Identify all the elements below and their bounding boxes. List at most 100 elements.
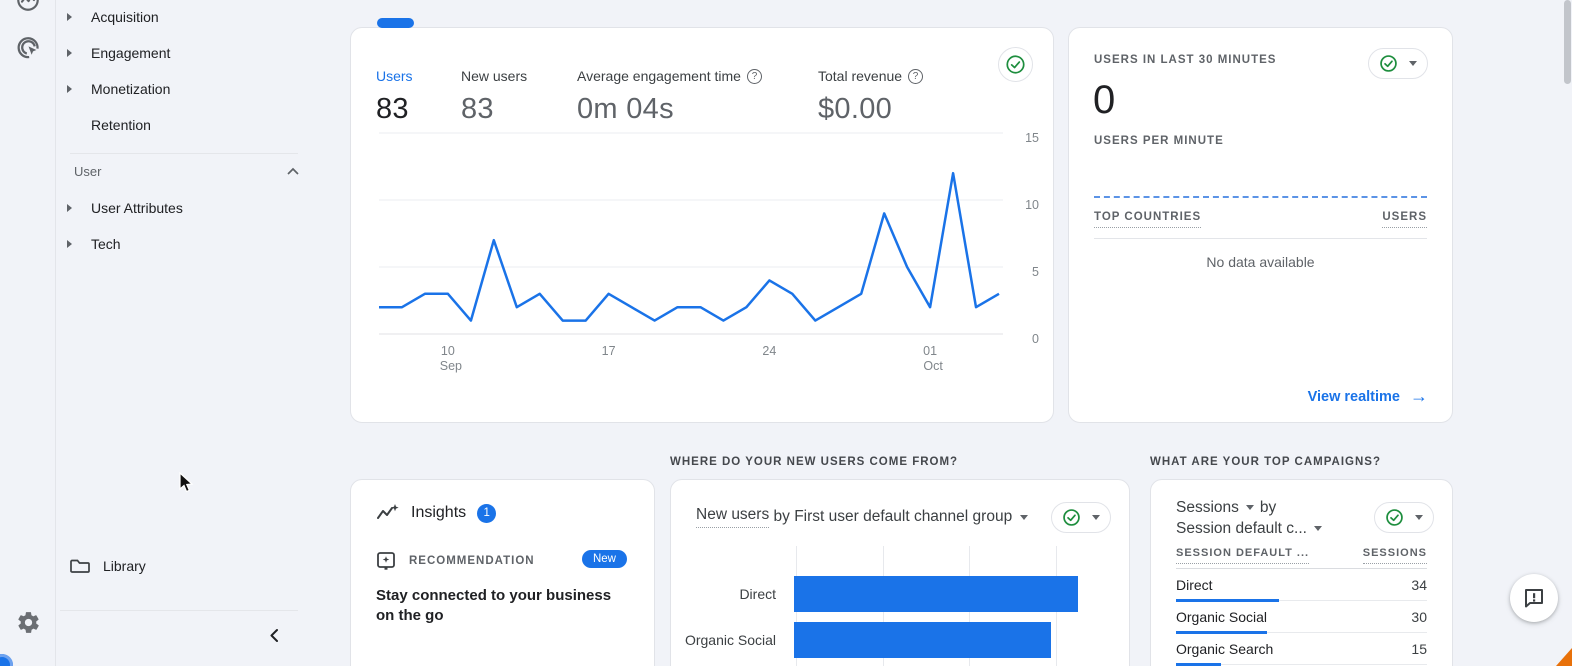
folder-icon: [70, 559, 90, 573]
recommendation-icon: [377, 552, 395, 570]
section-title-campaigns: WHAT ARE YOUR TOP CAMPAIGNS?: [1150, 456, 1381, 468]
bar-organic-social[interactable]: [794, 622, 1051, 658]
view-realtime-label: View realtime: [1307, 388, 1400, 405]
realtime-title: USERS IN LAST 30 MINUTES: [1094, 54, 1277, 66]
realtime-status-pill[interactable]: [1368, 48, 1428, 79]
no-data-message: No data available: [1206, 254, 1315, 270]
users-per-minute-sparkline: [1094, 196, 1427, 198]
metric-value: 83: [461, 93, 494, 125]
mouse-cursor: [176, 471, 196, 499]
help-icon[interactable]: ?: [746, 68, 762, 84]
bar-category-label: Organic Social: [684, 632, 776, 648]
realtime-users-value: 0: [1093, 78, 1116, 122]
table-row-organic-social[interactable]: Organic Social 30: [1176, 601, 1427, 634]
channel-title-rest: by First user default channel group: [769, 508, 1013, 525]
expand-arrow-icon[interactable]: [67, 204, 72, 212]
help-icon[interactable]: ?: [908, 68, 924, 84]
metric-selector[interactable]: New users: [696, 506, 770, 528]
x-axis-tick: 10: [441, 344, 455, 358]
sidebar-item-acquisition[interactable]: Acquisition: [57, 0, 330, 35]
campaigns-table-header: SESSION DEFAULT ... SESSIONS: [1176, 547, 1427, 564]
dropdown-caret-icon[interactable]: [1020, 514, 1029, 520]
expand-arrow-icon[interactable]: [67, 13, 72, 21]
metric-value: 0m 04s: [577, 93, 674, 125]
channel-status-pill[interactable]: [1051, 502, 1111, 533]
x-axis-month: Sep: [440, 359, 462, 373]
reports-icon[interactable]: [14, 0, 42, 14]
metric-value: 83: [376, 93, 409, 125]
dropdown-caret-icon[interactable]: [1245, 505, 1254, 510]
metric-label: New users: [461, 68, 528, 84]
expand-arrow-icon[interactable]: [67, 240, 72, 248]
card-status-button[interactable]: [998, 47, 1033, 82]
bar-direct[interactable]: [794, 576, 1078, 612]
insights-title: Insights: [411, 504, 467, 521]
sidebar-section-user[interactable]: User: [57, 153, 330, 189]
sidebar-item-retention[interactable]: Retention: [57, 107, 330, 143]
chevron-up-icon[interactable]: [286, 166, 300, 177]
expand-arrow-icon[interactable]: [67, 49, 72, 57]
sidebar-item-label: User Attributes: [91, 200, 183, 216]
collapse-sidebar-button[interactable]: [262, 622, 288, 648]
sidebar-item-tech[interactable]: Tech: [57, 226, 330, 262]
row-value: 34: [1411, 576, 1427, 593]
table-row-direct[interactable]: Direct 34: [1176, 569, 1427, 602]
sidebar-section-label: User: [74, 163, 102, 179]
status-ok-icon: [1380, 55, 1398, 72]
sidebar-item-label: Retention: [91, 117, 151, 133]
metric-label: Total revenue: [818, 68, 903, 84]
metric-users[interactable]: Users 83: [376, 68, 413, 126]
table-row-organic-search[interactable]: Organic Search 15: [1176, 633, 1427, 666]
expand-arrow-icon[interactable]: [67, 85, 72, 93]
users-per-minute-label: USERS PER MINUTE: [1094, 135, 1224, 147]
metric-label: Users: [376, 68, 413, 84]
scrollbar-thumb[interactable]: [1564, 0, 1571, 84]
insights-header[interactable]: Insights 1: [376, 502, 497, 524]
realtime-card: USERS IN LAST 30 MINUTES 0 USERS PER MIN…: [1068, 27, 1453, 423]
row-value-bar: [1176, 631, 1267, 634]
realtime-table-header: TOP COUNTRIES USERS: [1094, 211, 1427, 228]
sidebar-item-engagement[interactable]: Engagement: [57, 35, 330, 71]
metric-selector[interactable]: Sessions: [1176, 499, 1239, 516]
campaigns-status-pill[interactable]: [1374, 502, 1434, 533]
dropdown-caret-icon[interactable]: [1313, 526, 1322, 531]
feedback-icon: [1525, 589, 1543, 608]
dimension-column-header[interactable]: SESSION DEFAULT ...: [1176, 547, 1310, 564]
y-axis-tick: 10: [1025, 198, 1039, 212]
sidebar-divider: [70, 153, 298, 154]
top-campaigns-card: Sessions by Session default c... SESSION…: [1150, 479, 1453, 666]
row-value: 15: [1411, 640, 1427, 657]
dropdown-caret-icon: [1091, 515, 1100, 520]
insight-message[interactable]: Stay connected to your business on the g…: [376, 587, 612, 624]
row-label: Organic Social: [1176, 608, 1268, 625]
x-axis-month: Oct: [923, 359, 943, 373]
channel-card-title[interactable]: New users by First user default channel …: [696, 506, 1029, 528]
sidebar-item-label: Monetization: [91, 81, 171, 97]
bar-category-label: Direct: [739, 586, 776, 602]
x-axis-tick: 24: [762, 344, 776, 358]
dimension-selector[interactable]: Session default c...: [1176, 520, 1307, 537]
campaigns-table-body: Direct 34 Organic Social 30 Organic Search 15: [1176, 569, 1427, 666]
insights-card: Insights 1 RECOMMENDATION New Stay conne…: [350, 479, 655, 666]
metric-value: $0.00: [818, 93, 893, 125]
corner-accent-blue: [0, 654, 13, 666]
metric-total-revenue[interactable]: Total revenue? $0.00: [818, 68, 924, 126]
users-series-line: [379, 171, 1000, 322]
users-header[interactable]: USERS: [1382, 211, 1427, 228]
metric-average-engagement-time[interactable]: Average engagement time? 0m 04s: [577, 68, 762, 126]
sidebar-item-user-attributes[interactable]: User Attributes: [57, 190, 330, 226]
settings-gear-icon[interactable]: [14, 608, 42, 636]
metric-label: Average engagement time: [577, 68, 741, 84]
sidebar-bottom-divider: [60, 610, 298, 611]
feedback-button[interactable]: [1510, 574, 1558, 622]
active-tab-indicator: [377, 18, 414, 28]
metric-new-users[interactable]: New users 83: [461, 68, 527, 126]
explore-icon[interactable]: [14, 33, 42, 61]
sessions-column-header[interactable]: SESSIONS: [1362, 547, 1427, 564]
view-realtime-link[interactable]: View realtime →: [1308, 386, 1428, 407]
sidebar-item-library[interactable]: Library: [70, 557, 146, 574]
channel-bar-chart[interactable]: Direct Organic Social: [671, 546, 1129, 666]
sidebar-item-monetization[interactable]: Monetization: [57, 71, 330, 107]
top-countries-header[interactable]: TOP COUNTRIES: [1094, 211, 1202, 228]
